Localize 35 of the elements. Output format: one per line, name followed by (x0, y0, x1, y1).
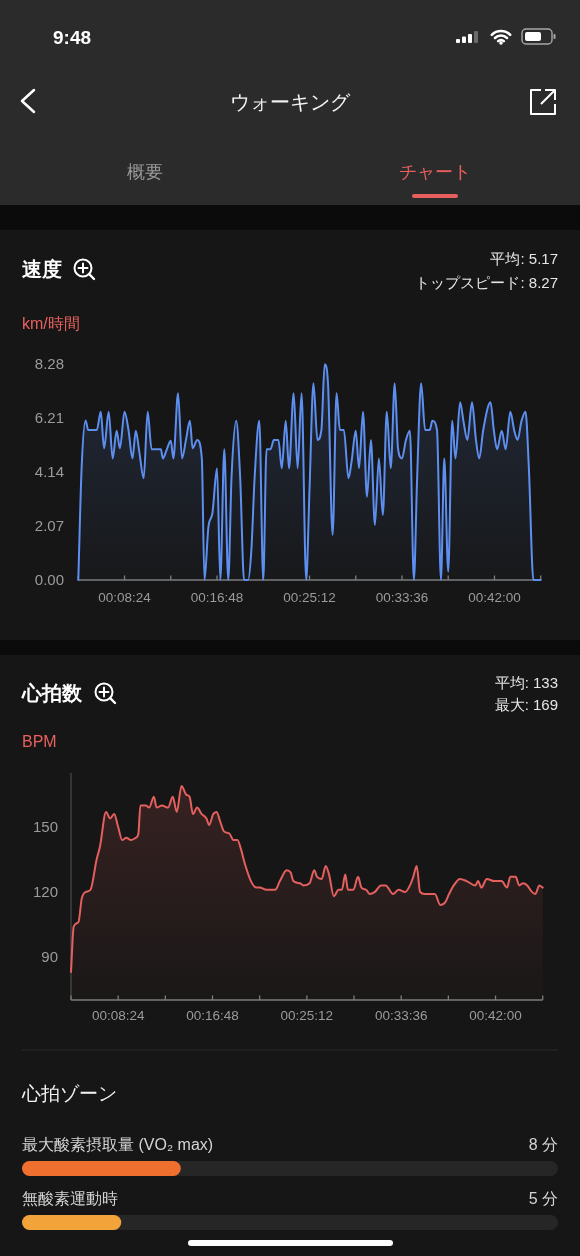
data-label: 8 分 (528, 1136, 558, 1153)
x-tick-label: 00:16:48 (190, 590, 244, 605)
y-tick-label: 4.14 (34, 463, 64, 481)
chart-title: 心拍ゾーン (21, 1083, 117, 1104)
text: チャート (399, 162, 471, 182)
text: 平均: 5.17 (490, 250, 558, 267)
text: ウォーキング (230, 91, 351, 113)
text: 概要 (127, 162, 163, 182)
x-tick-label: 00:25:12 (280, 1008, 334, 1023)
y-tick-label: 無酸素運動時 (22, 1190, 118, 1207)
y-tick-label: 120 (32, 883, 58, 901)
chart-title: 心拍数 (21, 682, 83, 704)
x-tick-label: 00:08:24 (98, 590, 152, 605)
chart-title: 速度 (22, 258, 62, 280)
y-tick-label: 0.00 (34, 571, 64, 589)
x-tick-label: 00:08:24 (91, 1008, 145, 1023)
x-tick-label: 00:42:00 (468, 590, 521, 605)
x-tick-label: 00:25:12 (283, 590, 336, 605)
x-tick-label: 00:42:00 (469, 1008, 522, 1023)
x-tick-label: 00:33:36 (375, 590, 429, 605)
y-tick-label: 90 (41, 948, 58, 966)
y-tick-label: 最大酸素摂取量 (VO₂ max) (22, 1136, 214, 1153)
text: トップスピード: 8.27 (415, 274, 558, 291)
x-tick-label: 00:33:36 (374, 1008, 428, 1023)
y-tick-label: 8.28 (34, 355, 64, 373)
data-label: 5 分 (528, 1190, 558, 1207)
y-axis-title: BPM (22, 733, 57, 750)
y-axis-title: km/時間 (22, 315, 80, 332)
text: 最大: 169 (494, 696, 558, 713)
x-tick-label: 00:16:48 (186, 1008, 239, 1023)
y-tick-label: 2.07 (34, 517, 64, 535)
text: 平均: 133 (494, 674, 558, 691)
y-tick-label: 150 (32, 818, 58, 836)
text: 9:48 (52, 27, 92, 48)
y-tick-label: 6.21 (34, 409, 64, 427)
